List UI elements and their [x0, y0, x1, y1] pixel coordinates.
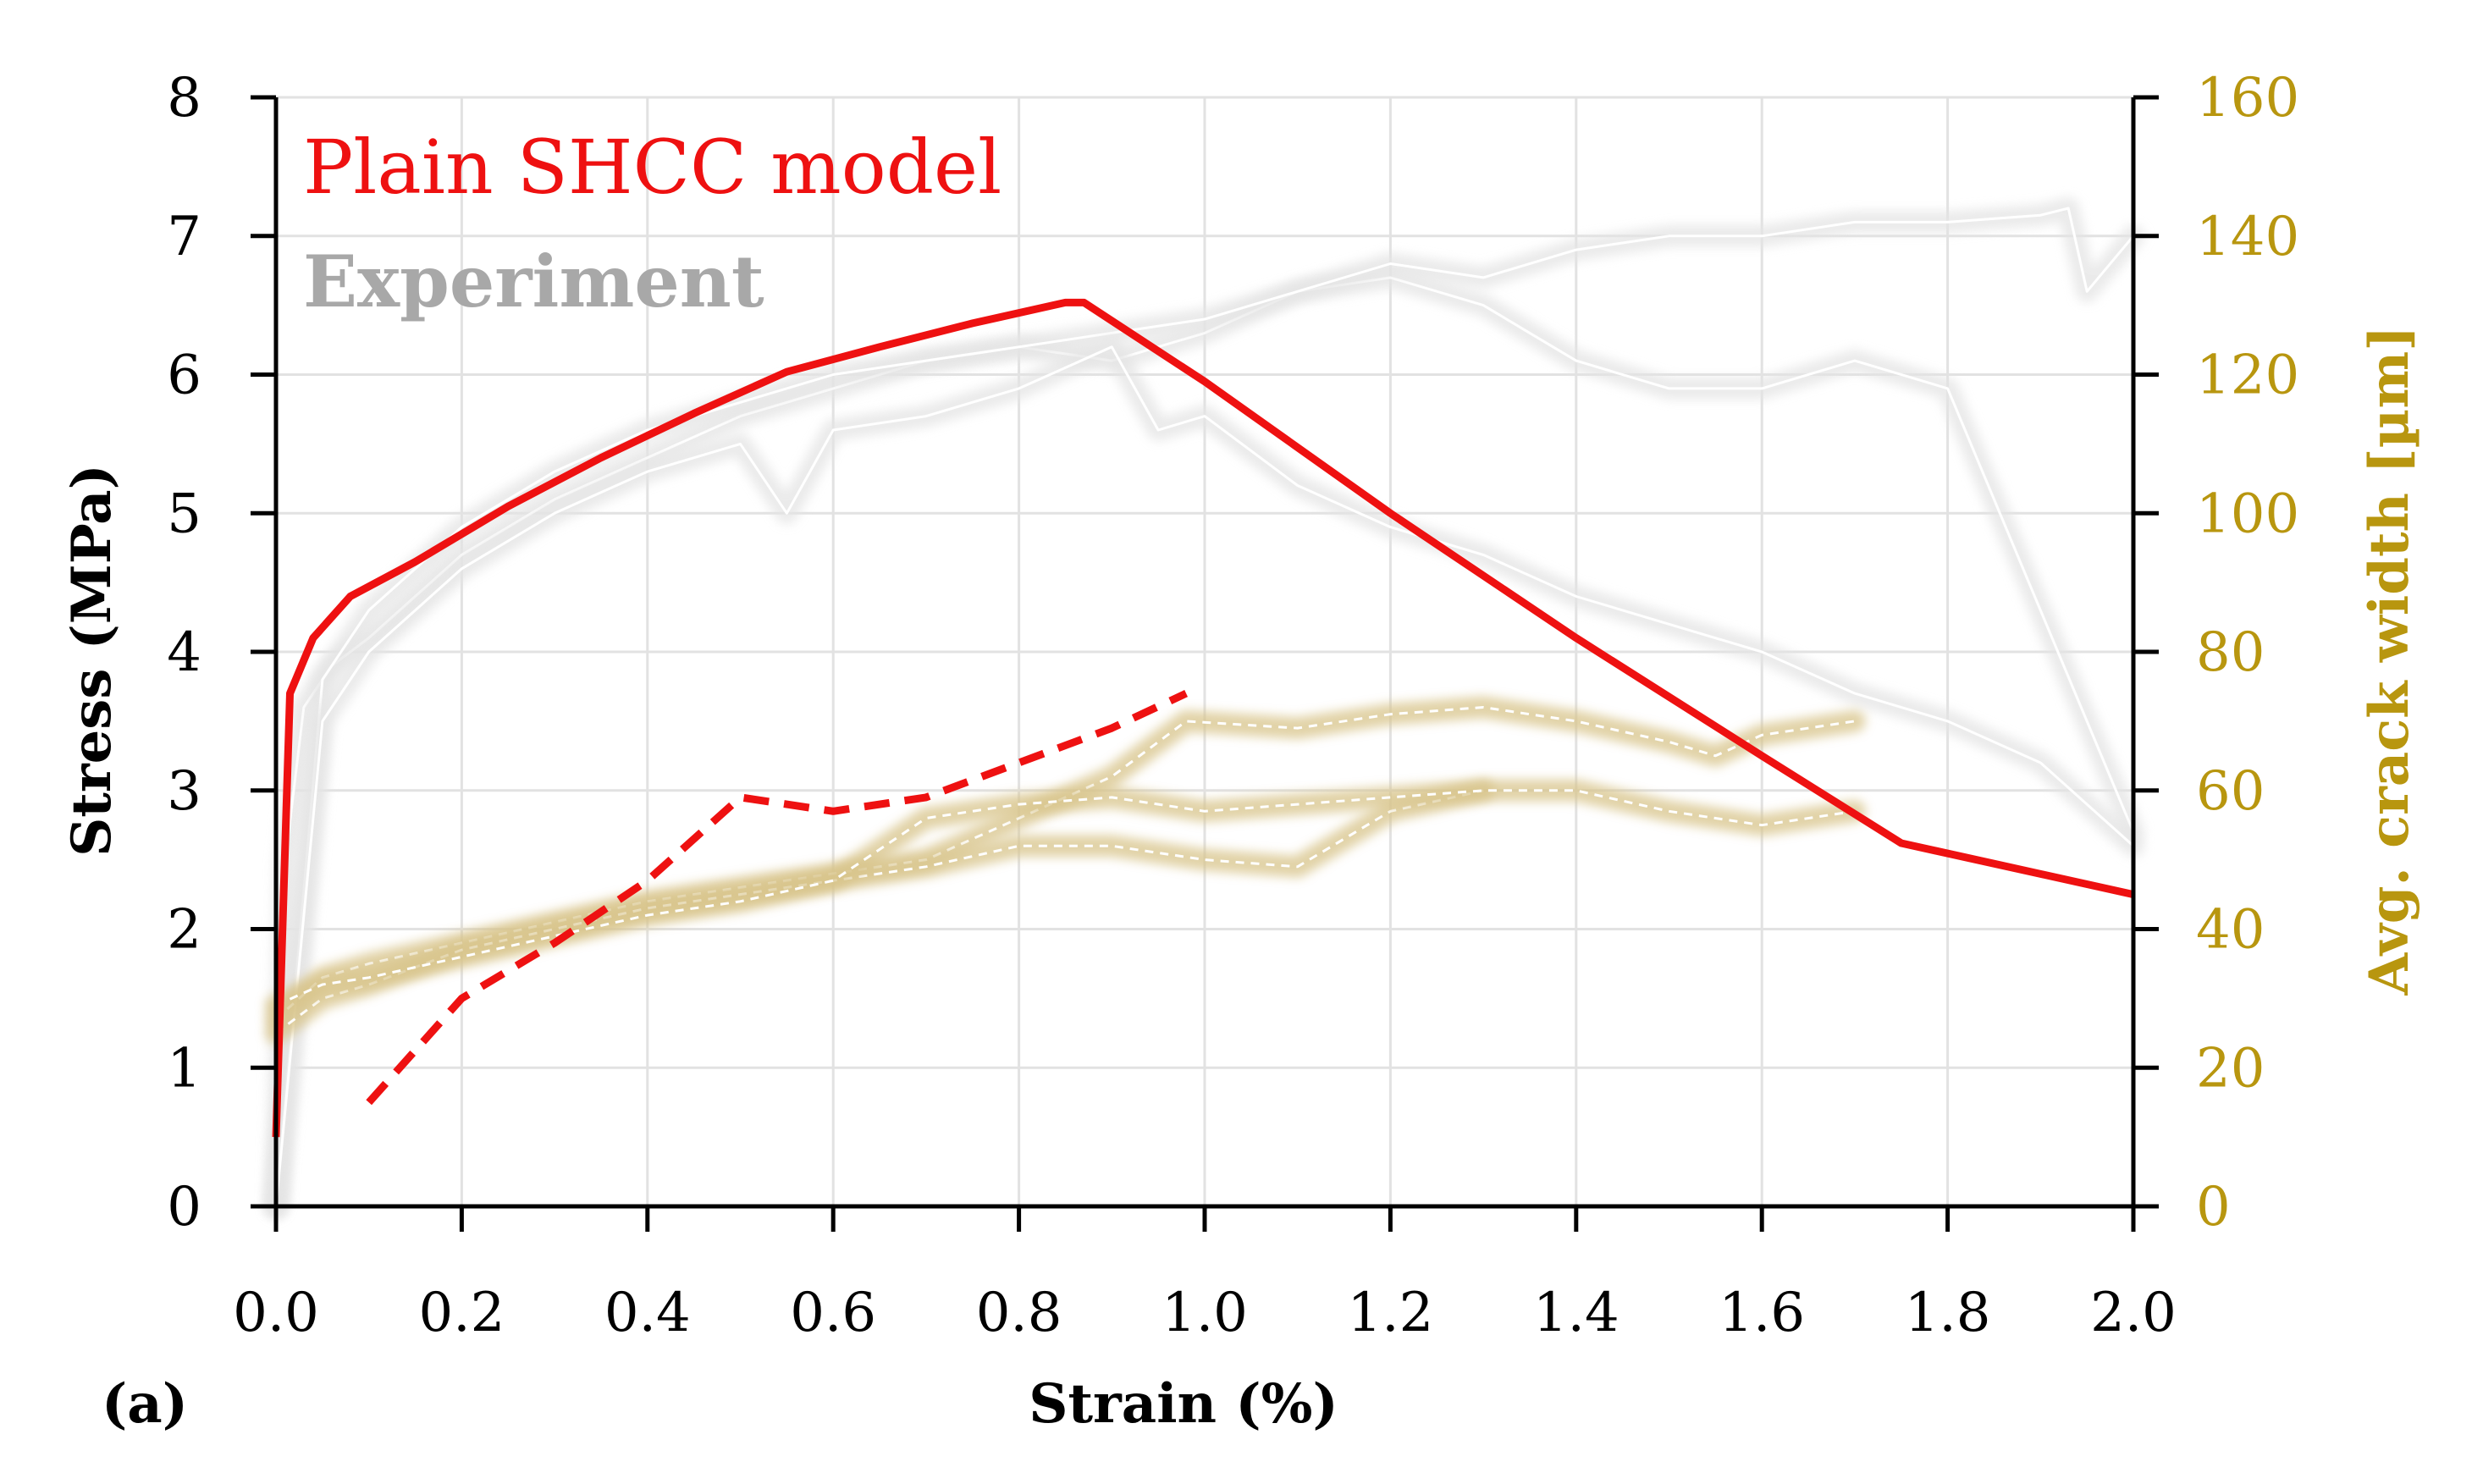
experiment-crack-width-3-line [275, 789, 1856, 1007]
y-right-tick-label: 80 [2196, 621, 2265, 684]
legend-plain-shcc-model: Plain SHCC model [303, 124, 1001, 211]
experiment-series [265, 197, 2144, 1217]
y-right-tick-label: 100 [2196, 483, 2299, 545]
y-right-tick-label: 140 [2196, 206, 2299, 268]
x-tick-label: 2.0 [2090, 1282, 2177, 1344]
y-left-tick-label: 0 [167, 1176, 201, 1239]
experiment-crack-width-1-band [265, 696, 1866, 1030]
experiment-crack-width-2-line [275, 789, 1484, 1034]
x-tick-label: 1.6 [1719, 1282, 1805, 1344]
y-left-tick-label: 8 [167, 67, 201, 130]
model-crack-width-line [366, 690, 1189, 1106]
x-tick-label: 1.2 [1348, 1282, 1434, 1344]
experiment-stress-3-line [274, 345, 2135, 1207]
x-tick-label: 0.2 [419, 1282, 505, 1344]
x-tick-label: 0.4 [604, 1282, 691, 1344]
experiment-crack-width-1-line [275, 706, 1856, 1021]
experiment-stress-2-line [274, 207, 2135, 1207]
x-tick-label: 1.0 [1161, 1282, 1248, 1344]
panel-label: (a) [102, 1372, 188, 1436]
y-right-tick-label: 40 [2196, 899, 2265, 962]
y-right-tick-label: 160 [2196, 67, 2299, 130]
y-left-tick-label: 4 [167, 621, 201, 684]
model-stress-line [272, 298, 2134, 1138]
model-series [272, 298, 2134, 1138]
experiment-crack-width-2-band [265, 779, 1495, 1045]
experiment-crack-width-3-band [265, 779, 1866, 1017]
y-right-tick-label: 60 [2196, 760, 2265, 823]
legend-experiment: Experiment [303, 240, 764, 323]
y-left-tick-label: 6 [167, 345, 201, 407]
y-axis-left-title: Stress (MPa) [60, 464, 124, 857]
y-left-tick-label: 1 [167, 1037, 201, 1100]
y-left-tick-label: 3 [167, 760, 201, 823]
y-axis-right-title: Avg. crack width [µm] [2358, 326, 2421, 996]
x-tick-label: 1.4 [1533, 1282, 1619, 1344]
y-right-tick-label: 120 [2196, 345, 2299, 407]
y-left-tick-label: 5 [167, 483, 201, 545]
x-tick-label: 0.8 [976, 1282, 1062, 1344]
x-axis-title: Strain (%) [1029, 1372, 1338, 1436]
y-right-tick-label: 0 [2196, 1176, 2231, 1239]
x-tick-label: 1.8 [1905, 1282, 1991, 1344]
x-tick-label: 0.6 [790, 1282, 876, 1344]
x-tick-label: 0.0 [233, 1282, 319, 1344]
y-left-tick-label: 7 [167, 206, 201, 268]
y-right-tick-label: 20 [2196, 1037, 2265, 1100]
y-left-tick-label: 2 [167, 899, 201, 962]
